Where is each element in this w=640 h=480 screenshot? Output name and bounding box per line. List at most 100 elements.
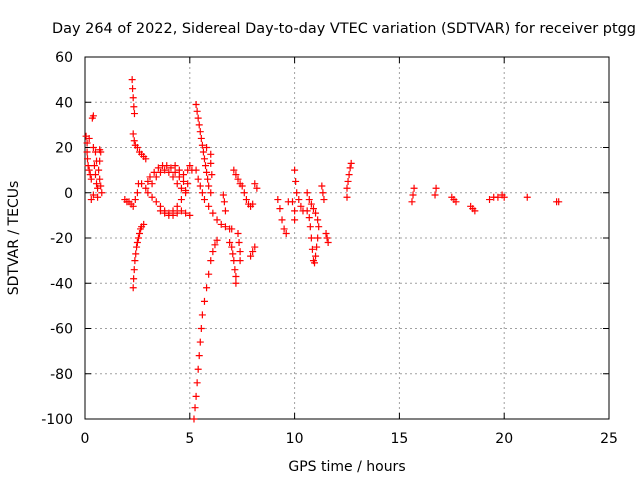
data-point xyxy=(291,216,299,224)
x-tick-label: 0 xyxy=(81,431,90,447)
data-point xyxy=(171,168,179,176)
data-point xyxy=(320,196,328,204)
data-point xyxy=(90,162,98,170)
data-point xyxy=(278,216,286,224)
data-point xyxy=(228,225,236,233)
data-point xyxy=(129,202,137,210)
data-point xyxy=(129,85,137,93)
data-point xyxy=(232,272,240,280)
data-point xyxy=(307,234,315,242)
data-point xyxy=(177,207,185,215)
data-point xyxy=(432,184,440,192)
data-point xyxy=(343,193,351,201)
data-point xyxy=(251,180,259,188)
data-point xyxy=(130,103,138,111)
data-point xyxy=(134,234,142,242)
data-point xyxy=(306,223,314,231)
data-point xyxy=(500,193,508,201)
y-tick-label: -40 xyxy=(50,276,73,292)
y-tick-label: -100 xyxy=(41,412,73,428)
data-point xyxy=(203,144,211,151)
data-point xyxy=(129,284,137,292)
data-point xyxy=(135,229,143,237)
data-point xyxy=(319,189,327,197)
data-point xyxy=(276,205,284,213)
data-point xyxy=(175,173,183,181)
data-point xyxy=(133,144,141,151)
data-point xyxy=(171,162,179,170)
data-point xyxy=(198,189,206,197)
data-point xyxy=(203,284,211,292)
data-point xyxy=(313,243,321,251)
data-point xyxy=(343,184,351,192)
x-tick-label: 25 xyxy=(600,431,618,447)
data-point xyxy=(95,166,103,174)
data-point xyxy=(182,186,190,194)
data-point xyxy=(408,198,416,206)
data-point xyxy=(150,168,158,176)
data-point xyxy=(471,207,479,215)
data-point xyxy=(253,184,261,192)
data-point xyxy=(305,196,313,204)
data-point xyxy=(199,148,207,156)
data-point xyxy=(93,180,101,188)
data-point xyxy=(97,182,105,190)
data-point xyxy=(289,198,297,206)
data-point xyxy=(169,173,177,181)
data-point xyxy=(318,182,326,190)
data-point xyxy=(192,101,200,109)
data-point xyxy=(347,159,355,167)
data-point xyxy=(130,275,138,283)
data-point xyxy=(94,193,102,201)
data-point xyxy=(197,325,205,332)
data-point xyxy=(89,144,97,151)
data-point xyxy=(324,239,332,247)
x-tick-label: 15 xyxy=(390,431,408,447)
data-point xyxy=(196,338,204,346)
chart-title: Day 264 of 2022, Sidereal Day-to-day VTE… xyxy=(52,21,636,37)
data-point xyxy=(182,209,190,217)
data-point xyxy=(211,241,219,249)
data-point xyxy=(291,207,299,215)
data-point xyxy=(204,175,212,183)
y-axis-ticks: -100 -80 -60 -40 -20 0 20 40 60 xyxy=(41,50,609,428)
data-point xyxy=(148,180,156,188)
data-point xyxy=(205,270,213,278)
data-point xyxy=(226,239,234,247)
data-point xyxy=(194,365,202,373)
data-point xyxy=(133,189,141,197)
data-point xyxy=(98,189,106,197)
data-point xyxy=(345,171,353,179)
data-point xyxy=(303,189,311,197)
data-point xyxy=(142,155,150,163)
data-point xyxy=(97,148,105,156)
data-point xyxy=(169,211,177,219)
y-tick-label: 0 xyxy=(64,186,73,202)
data-point xyxy=(144,189,152,197)
data-point xyxy=(152,173,160,181)
data-point xyxy=(291,166,299,174)
data-point xyxy=(209,248,217,256)
data-point xyxy=(213,236,221,244)
data-point xyxy=(173,202,181,210)
data-point xyxy=(132,250,140,258)
data-point xyxy=(295,196,303,204)
data-point xyxy=(208,171,216,179)
data-point xyxy=(130,266,138,274)
data-point xyxy=(177,184,185,192)
data-point xyxy=(236,257,244,265)
y-axis-label: SDTVAR / TECUs xyxy=(6,181,22,296)
data-point xyxy=(186,162,194,170)
data-point xyxy=(452,198,460,206)
data-point xyxy=(292,177,300,185)
data-point xyxy=(494,193,502,201)
data-point xyxy=(198,311,206,319)
data-point xyxy=(161,166,169,174)
data-point xyxy=(220,198,228,206)
data-point xyxy=(194,175,202,183)
y-tick-label: 60 xyxy=(55,50,73,66)
data-point xyxy=(173,180,181,188)
data-point xyxy=(312,209,320,217)
data-point xyxy=(152,198,160,206)
